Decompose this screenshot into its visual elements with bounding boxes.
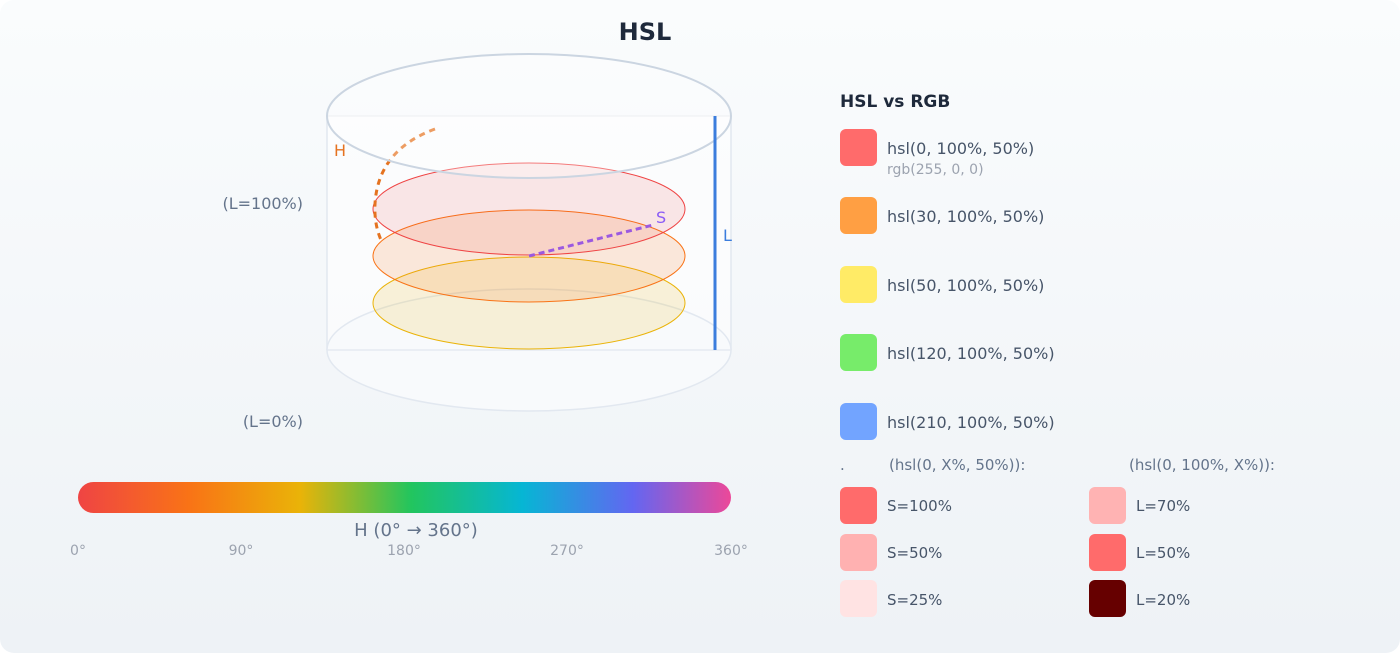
variants-prefix: . — [840, 456, 845, 474]
page-title: HSL — [618, 18, 672, 46]
lightness-marker: L — [723, 226, 732, 245]
bottom-lightness-label: (L=0%) — [242, 412, 303, 431]
hue-tick: 180° — [387, 543, 421, 559]
lightness-swatch — [1089, 487, 1126, 524]
lightness-label: L=70% — [1136, 497, 1191, 515]
hsl-value: hsl(210, 100%, 50%) — [887, 413, 1055, 432]
hue-tick: 0° — [70, 543, 86, 559]
saturation-marker: S — [656, 208, 666, 227]
hue-arc — [373, 127, 436, 241]
hue-gradient-bar — [78, 482, 731, 513]
legend-title: HSL vs RGB — [840, 92, 951, 112]
saturation-swatch — [840, 580, 877, 617]
color-swatch — [840, 403, 877, 440]
top-lightness-label: (L=100%) — [222, 194, 303, 213]
hue-tick: 360° — [714, 543, 748, 559]
lightness-label: L=50% — [1136, 544, 1191, 562]
saturation-label: S=25% — [887, 591, 943, 609]
rgb-value: rgb(255, 0, 0) — [887, 162, 984, 178]
hsl-value: hsl(0, 100%, 50%) — [887, 139, 1035, 158]
saturation-label: S=100% — [887, 497, 952, 515]
cylinder-top — [326, 53, 732, 179]
saturation-swatch — [840, 487, 877, 524]
lightness-swatch — [1089, 534, 1126, 571]
color-swatch — [840, 197, 877, 234]
hue-tick: 270° — [550, 543, 584, 559]
saturation-label: S=50% — [887, 544, 943, 562]
hsl-value: hsl(120, 100%, 50%) — [887, 344, 1055, 363]
lightness-variants-heading: (hsl(0, 100%, X%)): — [1129, 456, 1275, 474]
lightness-swatch — [1089, 580, 1126, 617]
saturation-variants-heading: (hsl(0, X%, 50%)): — [889, 456, 1026, 474]
saturation-swatch — [840, 534, 877, 571]
saturation-radius — [528, 223, 654, 258]
hue-bar-caption: H (0° → 360°) — [354, 520, 478, 541]
color-swatch — [840, 334, 877, 371]
lightness-slice-orange — [372, 209, 686, 303]
lightness-slice-yellow — [372, 256, 686, 350]
lightness-label: L=20% — [1136, 591, 1191, 609]
hue-marker: H — [334, 141, 346, 160]
color-swatch — [840, 129, 877, 166]
hsl-value: hsl(50, 100%, 50%) — [887, 276, 1045, 295]
color-swatch — [840, 266, 877, 303]
hsl-value: hsl(30, 100%, 50%) — [887, 207, 1045, 226]
hue-tick: 90° — [228, 543, 254, 559]
